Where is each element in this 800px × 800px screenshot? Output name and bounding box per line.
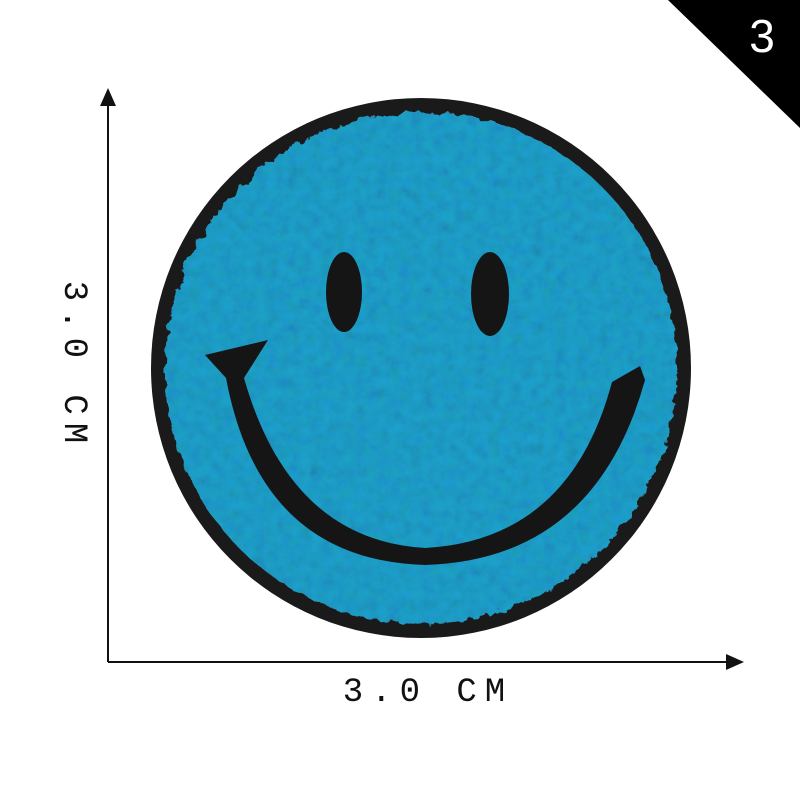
width-label: 3.0 CM <box>343 674 513 712</box>
height-label: 3.0 CM <box>54 281 92 451</box>
badge-number: 3 <box>749 10 775 62</box>
left-eye <box>326 252 362 332</box>
right-eye <box>471 252 509 336</box>
corner-badge <box>668 0 800 128</box>
smile <box>205 340 645 565</box>
